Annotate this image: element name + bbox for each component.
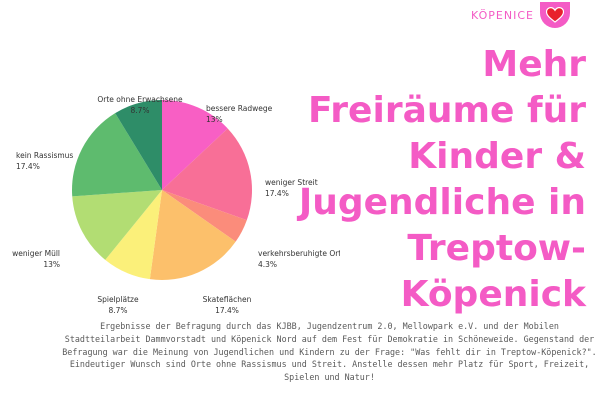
headline-line: Freiräume für [308,90,586,131]
slice-category-label: verkehrsberuhigte Orte [258,249,340,258]
pie-chart: bessere Radwege 13% weniger Streit 17.4% ver… [12,95,340,315]
slice-value-label: 13% [206,115,223,124]
slice-category-label: bessere Radwege [206,104,273,113]
headline-line: Jugendliche in [298,182,586,223]
headline-line: Mehr [482,44,586,85]
pie-slice [72,190,162,260]
slice-value-label: 8.7% [130,106,149,115]
slice-value-label: 4.3% [258,260,277,269]
slice-category-label: kein Rassismus [16,151,73,160]
headline: Mehr Freiräume für Kinder & Jugendliche … [286,42,586,318]
survey-caption: Ergebnisse der Befragung durch das KJBB,… [62,321,597,383]
slice-value-label: 17.4% [265,189,289,198]
pie-slice [149,190,236,281]
slice-value-label: 17.4% [16,162,40,171]
slice-category-label: Orte ohne Erwachsene [97,95,183,104]
pie-slice [162,100,228,190]
pie-slice [105,190,162,280]
brand-label: KÖPENICE [471,8,534,22]
brand-header: KÖPENICE [471,2,570,28]
heart-icon [546,7,564,23]
headline-line: Köpenick [400,274,586,315]
pie-slice [162,190,247,242]
slice-value-label: 13% [43,260,60,269]
headline-line: Treptow- [407,228,586,269]
pie-slice [115,100,162,190]
slice-category-label: Spielplätze [97,295,139,304]
pie-slice [72,113,162,197]
heart-badge [540,2,570,28]
slice-category-label: Skateflächen [203,295,252,304]
slice-category-label: weniger Müll [12,249,60,258]
slice-value-label: 17.4% [215,306,239,315]
pie-slice [162,128,253,221]
headline-line: Kinder & [408,136,586,177]
slice-category-label: weniger Streit [265,178,318,187]
slice-value-label: 8.7% [108,306,127,315]
